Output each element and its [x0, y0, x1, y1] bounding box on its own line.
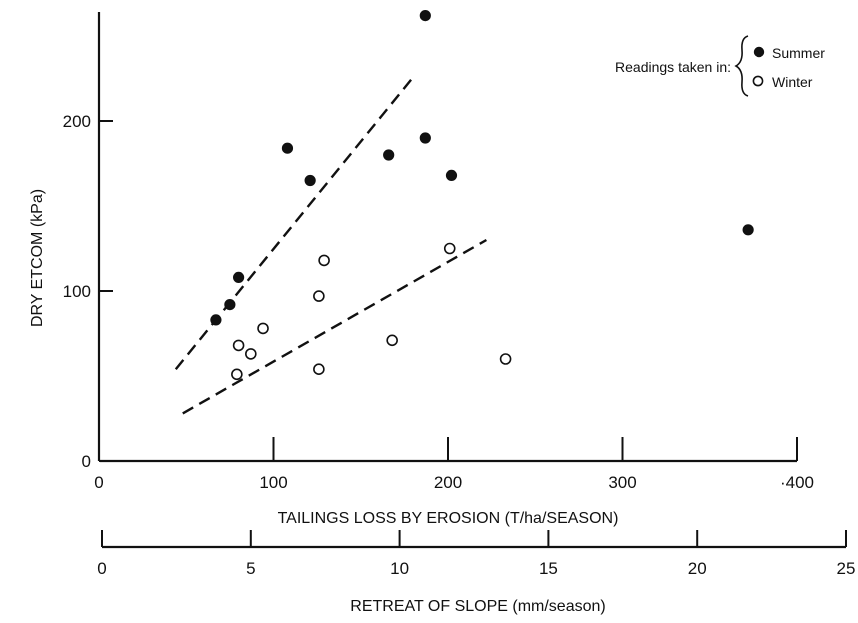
- trend-lines: [174, 74, 487, 415]
- legend-summer-marker: [753, 46, 765, 58]
- x2-axis-title: RETREAT OF SLOPE (mm/season): [350, 598, 605, 615]
- point-summer: [445, 169, 458, 181]
- point-summer: [304, 174, 316, 187]
- x2-axis-ticks: 0 5 10 15 20 25: [97, 530, 855, 578]
- point-winter: [313, 290, 325, 302]
- y-tick-label: 0: [82, 452, 91, 471]
- x2-tick-label: 5: [246, 559, 255, 578]
- legend-brace: [734, 35, 749, 97]
- point-winter: [245, 348, 257, 360]
- point-summer: [281, 142, 294, 154]
- y-tick-label: 100: [63, 282, 91, 301]
- x2-tick-label: 0: [97, 559, 106, 578]
- legend-winter-marker: [752, 75, 764, 87]
- x2-tick-label: 25: [837, 559, 856, 578]
- point-winter: [232, 339, 245, 352]
- point-summer: [224, 299, 236, 311]
- x-axis-title: TAILINGS LOSS BY EROSION (T/ha/SEASON): [278, 510, 619, 527]
- x2-tick-label: 10: [390, 559, 409, 578]
- x-tick-label: ·400: [780, 473, 814, 492]
- trend-line-winter: [182, 238, 487, 415]
- point-winter: [313, 363, 325, 376]
- secondary-x-axis: 0 5 10 15 20 25 RETREAT OF SLOPE (mm/season): [97, 530, 855, 615]
- point-winter: [443, 242, 456, 255]
- point-summer: [742, 224, 754, 236]
- legend-title: Readings taken in:: [615, 59, 731, 75]
- y-axis-ticks: 0 100 200: [63, 112, 113, 471]
- point-summer: [419, 132, 431, 144]
- legend-summer-label: Summer: [772, 45, 825, 61]
- point-winter: [318, 254, 330, 267]
- x-tick-label: 300: [608, 473, 636, 492]
- x-tick-label: 100: [259, 473, 287, 492]
- point-summer: [419, 10, 431, 22]
- data-points: [210, 10, 754, 381]
- y-axis-title: DRY ETCOM (kPa): [29, 189, 46, 327]
- y-axis: 0 100 200 DRY ETCOM (kPa): [29, 12, 113, 471]
- point-summer: [233, 271, 245, 283]
- legend-winter-label: Winter: [772, 74, 813, 90]
- point-winter: [386, 334, 398, 347]
- x-tick-label: 200: [434, 473, 462, 492]
- y-tick-label: 200: [63, 112, 91, 131]
- primary-x-axis: 0 100 200 300 ·400 TAILINGS LOSS BY EROSION …: [94, 437, 814, 527]
- x-axis-ticks: 0 100 200 300 ·400: [94, 437, 814, 492]
- x2-tick-label: 15: [539, 559, 558, 578]
- point-summer: [383, 149, 395, 161]
- legend: Readings taken in: Summer Winter: [615, 35, 825, 97]
- x2-tick-label: 20: [688, 559, 707, 578]
- point-winter: [257, 322, 269, 335]
- point-winter: [231, 368, 243, 381]
- point-winter: [499, 353, 512, 365]
- x-tick-label: 0: [94, 473, 103, 492]
- point-summer: [210, 314, 222, 326]
- trend-line-summer: [174, 74, 416, 370]
